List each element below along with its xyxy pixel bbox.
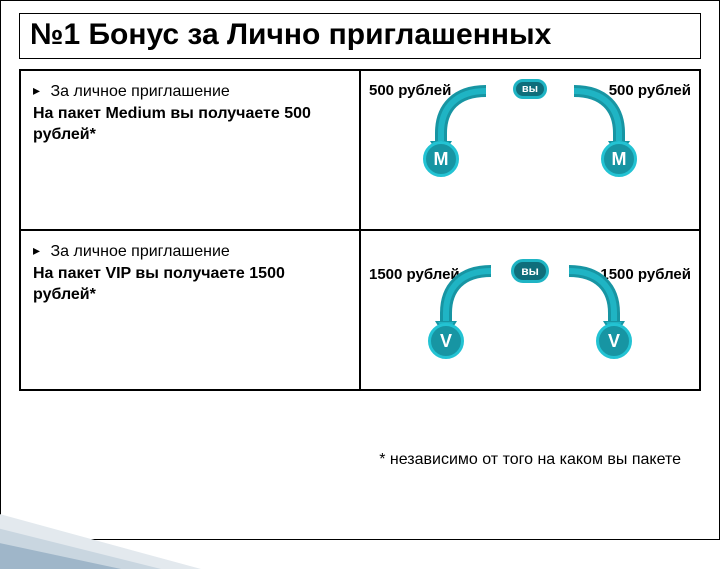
- diagram-cell-medium: 500 рублей 500 рублей вы M M: [360, 70, 700, 230]
- corner-decoration-icon: [0, 469, 201, 569]
- bullet-bold: На пакет VIP вы получаете 1500 рублей*: [33, 265, 285, 304]
- diagram-medium: 500 рублей 500 рублей вы M M: [361, 71, 699, 229]
- bullet-bold: На пакет Medium вы получаете 500 рублей*: [33, 105, 311, 144]
- letter-badge-right: M: [601, 141, 637, 177]
- slide: №1 Бонус за Лично приглашенных За личное…: [0, 0, 720, 540]
- bullet-lead: За личное приглашение: [50, 243, 229, 260]
- footnote: * независимо от того на каком вы пакете: [379, 451, 681, 469]
- diagram-vip: 1500 рублей 1500 рублей вы V V: [361, 231, 699, 389]
- text-cell-vip: За личное приглашение На пакет VIP вы по…: [20, 230, 360, 390]
- text-cell-medium: За личное приглашение На пакет Medium вы…: [20, 70, 360, 230]
- vy-badge: вы: [513, 79, 547, 99]
- diagram-cell-vip: 1500 рублей 1500 рублей вы V V: [360, 230, 700, 390]
- letter-badge-left: M: [423, 141, 459, 177]
- bullet-vip: За личное приглашение На пакет VIP вы по…: [33, 241, 347, 306]
- content-grid: За личное приглашение На пакет Medium вы…: [19, 69, 701, 391]
- letter-badge-right: V: [596, 323, 632, 359]
- page-title: №1 Бонус за Лично приглашенных: [30, 18, 690, 52]
- bullet-medium: За личное приглашение На пакет Medium вы…: [33, 81, 347, 146]
- title-container: №1 Бонус за Лично приглашенных: [19, 13, 701, 59]
- letter-badge-left: V: [428, 323, 464, 359]
- bullet-lead: За личное приглашение: [50, 83, 229, 100]
